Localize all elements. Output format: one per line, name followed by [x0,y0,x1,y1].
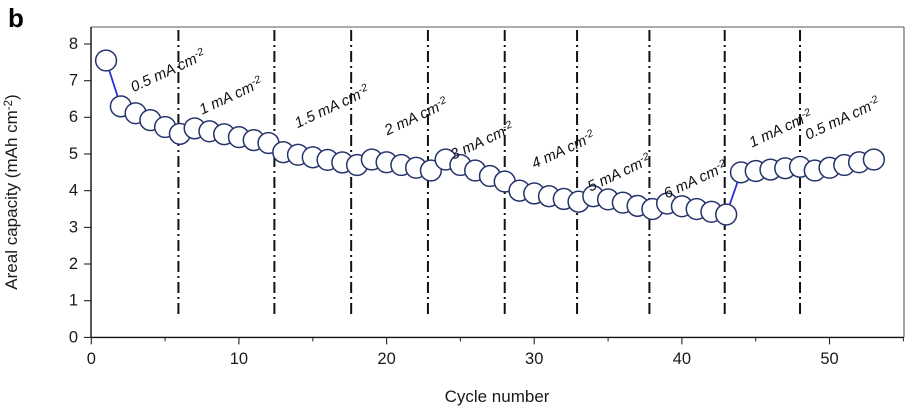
svg-text:3 mA cm-2: 3 mA cm-2 [447,118,516,163]
svg-text:1 mA cm-2: 1 mA cm-2 [196,73,265,118]
svg-text:2 mA cm-2: 2 mA cm-2 [381,94,451,140]
svg-text:3: 3 [69,218,78,236]
svg-text:10: 10 [230,350,248,368]
svg-text:1: 1 [69,292,78,310]
svg-text:50: 50 [820,350,838,368]
svg-text:30: 30 [525,350,543,368]
svg-text:2: 2 [69,255,78,273]
svg-text:6 mA cm-2: 6 mA cm-2 [661,157,730,202]
svg-text:0: 0 [69,328,78,346]
svg-text:4 mA cm-2: 4 mA cm-2 [529,127,598,172]
svg-text:0.5 mA cm-2: 0.5 mA cm-2 [802,93,883,143]
svg-text:1.5 mA cm-2: 1.5 mA cm-2 [292,81,373,131]
svg-text:0.5 mA cm-2: 0.5 mA cm-2 [128,46,209,96]
svg-text:7: 7 [69,72,78,90]
svg-text:40: 40 [673,350,691,368]
svg-text:Cycle number: Cycle number [445,387,550,406]
svg-text:20: 20 [377,350,395,368]
svg-text:b: b [8,3,24,33]
svg-text:6: 6 [69,108,78,126]
svg-text:Areal capacity (mAh cm-2): Areal capacity (mAh cm-2) [2,94,21,289]
svg-text:5 mA cm-2: 5 mA cm-2 [584,150,653,195]
svg-text:0: 0 [87,350,96,368]
svg-text:4: 4 [69,182,78,200]
svg-text:5: 5 [69,145,78,163]
svg-text:8: 8 [69,35,78,53]
